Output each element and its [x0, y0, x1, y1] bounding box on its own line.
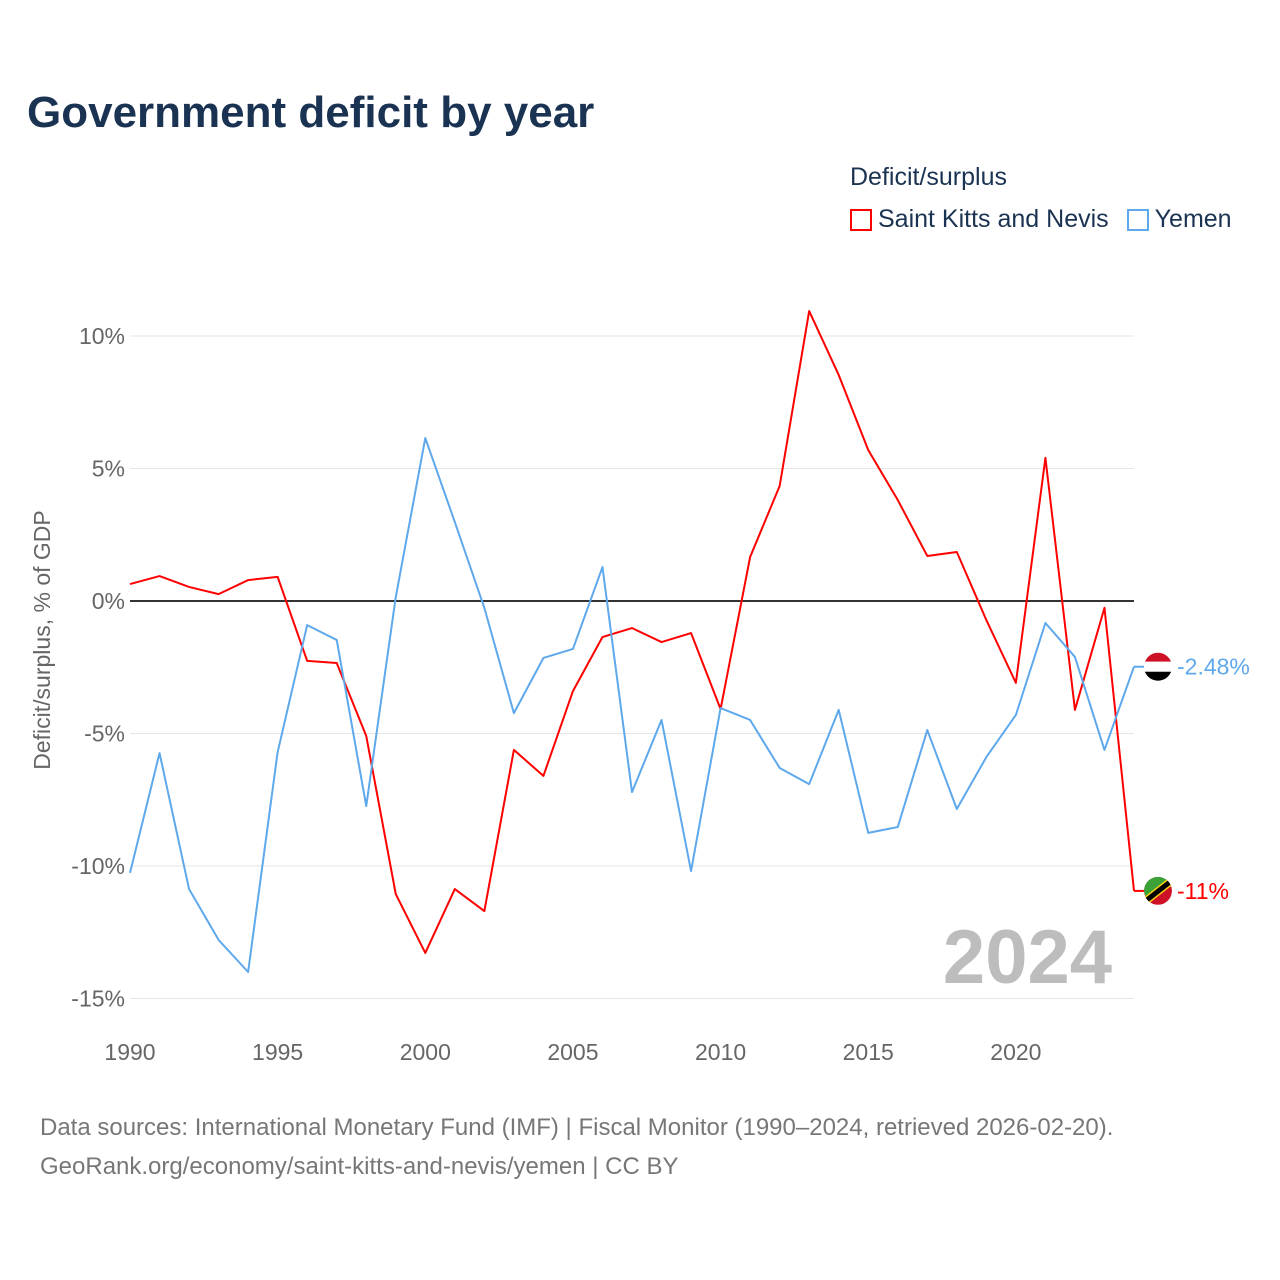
x-tick-label: 2000 — [400, 1039, 451, 1065]
flag-icon-yemen — [1144, 652, 1172, 662]
legend-title: Deficit/surplus — [850, 163, 1007, 191]
flag-icon-yemen — [1144, 661, 1172, 672]
y-tick-label: 5% — [92, 456, 125, 482]
y-tick-label: -5% — [84, 721, 125, 747]
legend-swatch-yemen — [1126, 208, 1149, 231]
legend-label: Saint Kitts and Nevis — [878, 205, 1109, 233]
x-tick-label: 2015 — [843, 1039, 894, 1065]
legend: Saint Kitts and Nevis Yemen — [850, 205, 1232, 234]
y-tick-label: -15% — [71, 986, 125, 1012]
y-tick-label: 0% — [92, 588, 125, 614]
year-watermark: 2024 — [943, 915, 1112, 1000]
source-url[interactable]: GeoRank.org/economy/saint-kitts-and-nevi… — [40, 1153, 679, 1180]
x-tick-label: 1990 — [104, 1039, 155, 1065]
y-axis-label: Deficit/surplus, % of GDP — [29, 510, 55, 769]
flag-icon-saint-kitts — [1145, 879, 1172, 902]
legend-item-yemen[interactable]: Yemen — [1126, 205, 1232, 234]
x-tick-label: 2020 — [990, 1039, 1041, 1065]
legend-label: Yemen — [1154, 205, 1232, 233]
source-note: Data sources: International Monetary Fun… — [40, 1108, 1113, 1186]
source-line: Data sources: International Monetary Fun… — [40, 1114, 1114, 1141]
end-value-label: -2.48% — [1177, 654, 1250, 680]
series-line-yemen — [129, 437, 1135, 973]
end-value-label: -11% — [1177, 878, 1229, 904]
series-line-saint-kitts — [129, 310, 1135, 954]
x-tick-label: 2010 — [695, 1039, 746, 1065]
legend-item-saint-kitts[interactable]: Saint Kitts and Nevis — [850, 205, 1109, 234]
y-tick-label: -10% — [71, 853, 125, 879]
flag-icon-yemen — [1144, 671, 1172, 681]
x-tick-label: 1995 — [252, 1039, 303, 1065]
page-title: Government deficit by year — [27, 88, 595, 137]
legend-swatch-saint-kitts — [850, 208, 872, 231]
x-tick-label: 2005 — [547, 1039, 598, 1065]
y-tick-label: 10% — [79, 323, 125, 349]
